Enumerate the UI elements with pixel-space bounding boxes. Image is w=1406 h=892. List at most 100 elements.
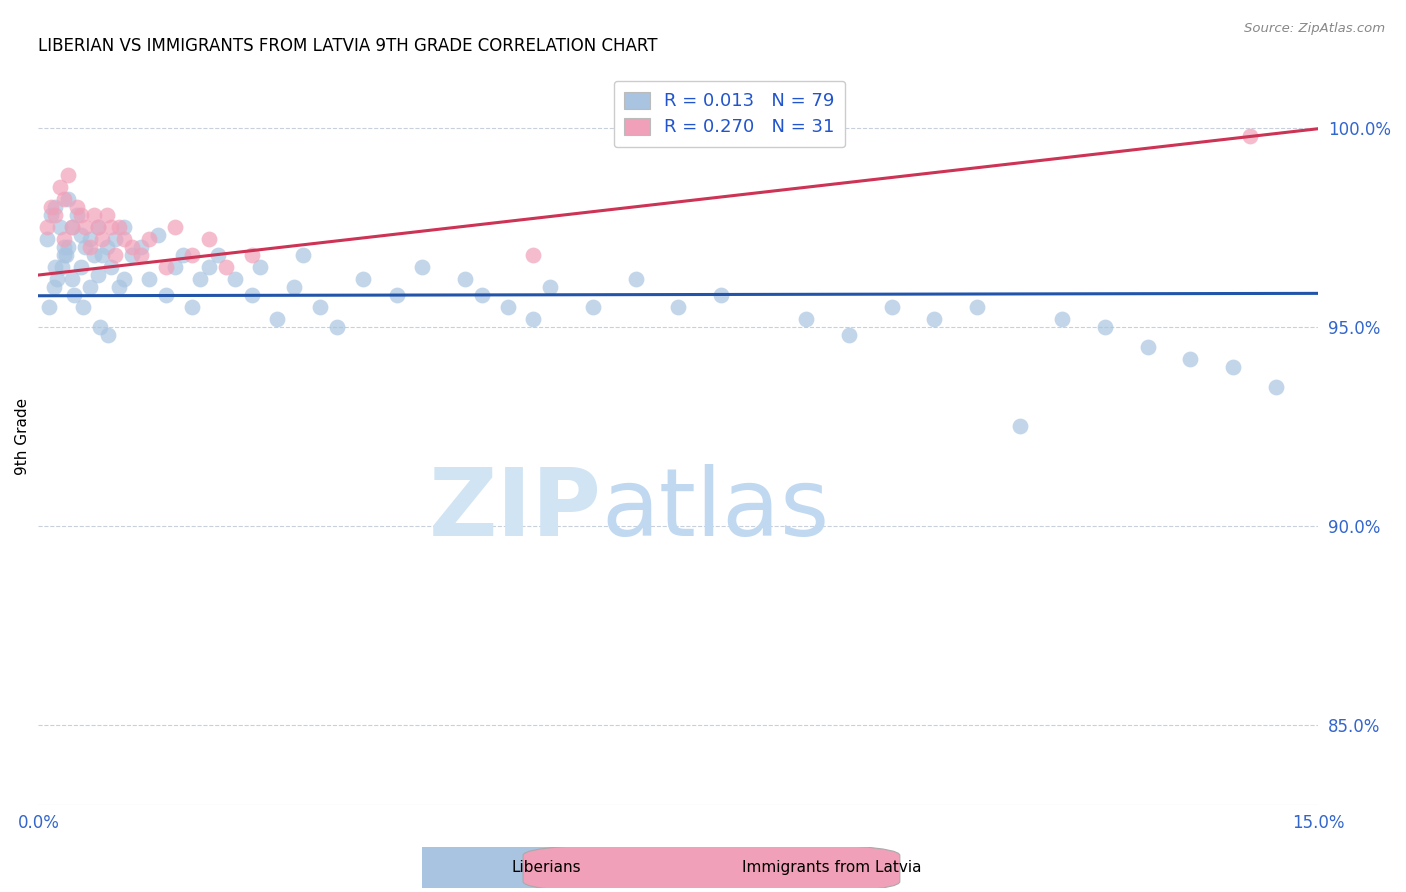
- Point: [121, 248, 143, 262]
- Point: [224, 272, 246, 286]
- Point: [79, 232, 101, 246]
- Point: [838, 327, 860, 342]
- Point: [63, 288, 86, 302]
- Point: [309, 300, 332, 314]
- Point: [112, 220, 135, 235]
- Text: Immigrants from Latvia: Immigrants from Latvia: [742, 860, 922, 875]
- Point: [155, 288, 177, 302]
- Point: [35, 232, 58, 246]
- Point: [39, 200, 62, 214]
- Point: [666, 300, 689, 314]
- FancyBboxPatch shape: [292, 844, 669, 892]
- Point: [55, 248, 77, 262]
- Text: ZIP: ZIP: [429, 464, 602, 556]
- Point: [181, 300, 204, 314]
- Point: [880, 300, 903, 314]
- Point: [66, 200, 89, 214]
- Text: atlas: atlas: [602, 464, 830, 556]
- Point: [83, 208, 105, 222]
- Point: [138, 232, 160, 246]
- Text: LIBERIAN VS IMMIGRANTS FROM LATVIA 9TH GRADE CORRELATION CHART: LIBERIAN VS IMMIGRANTS FROM LATVIA 9TH G…: [38, 37, 658, 55]
- Point: [97, 327, 120, 342]
- Point: [138, 272, 160, 286]
- Point: [129, 240, 152, 254]
- Point: [35, 220, 58, 235]
- Point: [710, 288, 733, 302]
- Point: [266, 311, 288, 326]
- Point: [385, 288, 408, 302]
- Point: [112, 272, 135, 286]
- Point: [352, 272, 374, 286]
- Point: [163, 220, 186, 235]
- Point: [91, 248, 114, 262]
- Point: [100, 260, 122, 274]
- Point: [129, 248, 152, 262]
- Point: [87, 220, 110, 235]
- Point: [924, 311, 946, 326]
- Point: [522, 248, 544, 262]
- Point: [96, 240, 118, 254]
- Point: [624, 272, 647, 286]
- Point: [44, 208, 66, 222]
- Point: [48, 220, 70, 235]
- Point: [181, 248, 204, 262]
- Point: [83, 248, 105, 262]
- Point: [89, 319, 111, 334]
- Point: [215, 260, 238, 274]
- Point: [1136, 340, 1159, 354]
- Point: [100, 220, 122, 235]
- Point: [104, 248, 127, 262]
- Point: [75, 220, 97, 235]
- Text: Liberians: Liberians: [512, 860, 582, 875]
- FancyBboxPatch shape: [523, 844, 900, 892]
- Point: [155, 260, 177, 274]
- Point: [58, 240, 80, 254]
- Point: [52, 193, 75, 207]
- Point: [112, 232, 135, 246]
- Point: [471, 288, 494, 302]
- Point: [44, 260, 66, 274]
- Point: [96, 208, 118, 222]
- Point: [121, 240, 143, 254]
- Point: [1052, 311, 1074, 326]
- Point: [79, 280, 101, 294]
- Point: [52, 240, 75, 254]
- Point: [46, 272, 69, 286]
- Point: [496, 300, 519, 314]
- Point: [1008, 419, 1031, 434]
- Point: [70, 228, 93, 243]
- Point: [48, 180, 70, 194]
- Point: [52, 248, 75, 262]
- Point: [1264, 379, 1286, 393]
- Point: [58, 169, 80, 183]
- Point: [75, 240, 97, 254]
- Point: [249, 260, 271, 274]
- Point: [91, 232, 114, 246]
- Point: [79, 240, 101, 254]
- Point: [42, 280, 65, 294]
- Point: [104, 232, 127, 246]
- Point: [108, 280, 131, 294]
- Point: [62, 220, 84, 235]
- Point: [108, 220, 131, 235]
- Point: [146, 228, 169, 243]
- Point: [411, 260, 433, 274]
- Point: [51, 260, 73, 274]
- Point: [582, 300, 605, 314]
- Point: [198, 232, 221, 246]
- Point: [70, 260, 93, 274]
- Point: [454, 272, 477, 286]
- Point: [58, 193, 80, 207]
- Point: [190, 272, 212, 286]
- Point: [966, 300, 988, 314]
- Point: [52, 232, 75, 246]
- Point: [1180, 351, 1202, 366]
- Point: [1222, 359, 1244, 374]
- Y-axis label: 9th Grade: 9th Grade: [15, 398, 30, 475]
- Point: [794, 311, 817, 326]
- Point: [163, 260, 186, 274]
- Point: [207, 248, 229, 262]
- Point: [198, 260, 221, 274]
- Point: [522, 311, 544, 326]
- Point: [44, 200, 66, 214]
